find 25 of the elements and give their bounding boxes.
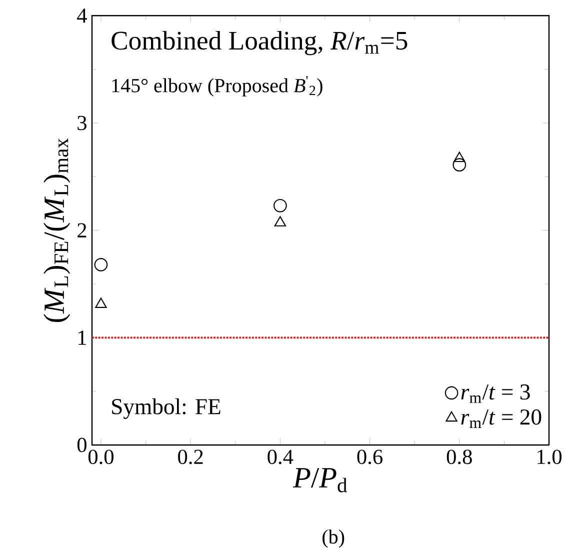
text: (b) <box>322 530 344 548</box>
y-tick-label: 1 <box>78 330 86 345</box>
x-tick-label: 1.0 <box>538 450 562 464</box>
point <box>274 216 286 226</box>
legend-label: r$_{m}$/t = 20 <box>461 409 542 428</box>
text: (M$_{L}$)$_{FE}$/(M$_{L}$)$_{max}$ <box>44 138 70 322</box>
x-tick-label: 0.8 <box>446 450 472 464</box>
point <box>454 152 466 162</box>
point <box>452 158 466 172</box>
x-axis-title: P/P$_{d}$ <box>292 468 348 492</box>
y-tick-label: 3 <box>78 116 86 130</box>
y-tick-label: 4 <box>77 8 87 23</box>
point <box>274 198 287 212</box>
annotation: Symbol: FE <box>112 398 220 419</box>
text: Combined Loading, R/r$_{m}$=5 <box>112 30 408 56</box>
x-tick-label: 0.0 <box>88 450 114 464</box>
y-tick-label: 2 <box>78 223 86 238</box>
x-tick-label: 0.2 <box>178 450 203 464</box>
point <box>95 298 107 308</box>
x-tick-label: 0.4 <box>268 450 294 464</box>
text: 145° elbow (Proposed B$^{'}$$_{2}$) <box>112 76 322 96</box>
legend-label: r$_{m}$/t = 3 <box>461 384 530 403</box>
x-tick-label: 0.6 <box>357 450 382 464</box>
point <box>94 258 108 272</box>
y-tick-label: 0 <box>77 438 86 452</box>
